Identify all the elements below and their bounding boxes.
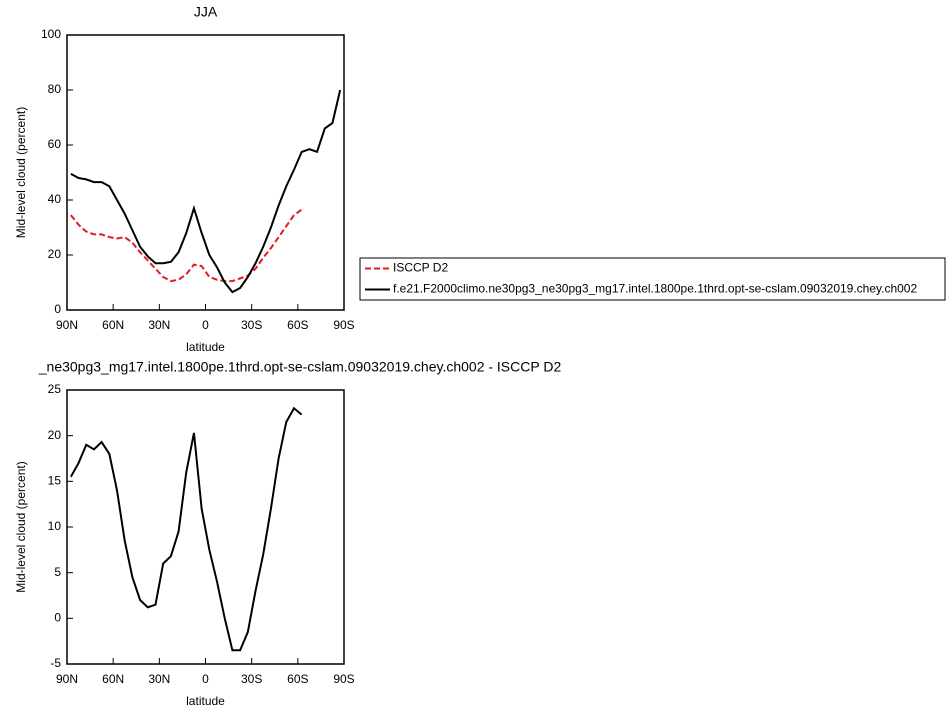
- plot-frame: [66, 389, 345, 665]
- y-axis-label: Mid-level cloud (percent): [14, 107, 28, 238]
- y-tick-label: 100: [41, 27, 61, 41]
- x-tick-label: 90S: [333, 318, 354, 332]
- x-tick-label: 60N: [102, 672, 124, 686]
- plot-frame: [66, 34, 345, 311]
- data-line: [70, 208, 303, 283]
- y-tick-label: 15: [48, 474, 62, 488]
- data-line: [70, 89, 342, 294]
- x-tick-label: 30S: [241, 672, 262, 686]
- y-tick-label: 25: [48, 382, 62, 396]
- y-tick-label: 60: [48, 137, 62, 151]
- x-tick-label: 60S: [287, 318, 308, 332]
- x-axis-label: latitude: [186, 340, 225, 354]
- y-tick-label: -5: [50, 656, 61, 670]
- x-tick-label: 30S: [241, 318, 262, 332]
- y-tick-label: 40: [48, 192, 62, 206]
- y-tick-label: 0: [54, 302, 61, 316]
- x-tick-label: 90N: [56, 672, 78, 686]
- x-axis-label: latitude: [186, 694, 225, 708]
- legend-box: [359, 257, 946, 301]
- legend-label: ISCCP D2: [393, 261, 448, 275]
- chart-title: JJA: [194, 4, 218, 20]
- x-tick-label: 30N: [148, 672, 170, 686]
- y-tick-label: 20: [48, 428, 62, 442]
- x-tick-label: 90S: [333, 672, 354, 686]
- y-tick-label: 0: [54, 611, 61, 625]
- x-tick-label: 0: [202, 672, 209, 686]
- data-line: [69, 406, 303, 652]
- y-tick-label: 20: [48, 247, 62, 261]
- y-axis-label: Mid-level cloud (percent): [14, 461, 28, 592]
- legend-label: f.e21.F2000climo.ne30pg3_ne30pg3_mg17.in…: [393, 282, 917, 296]
- x-tick-label: 60N: [102, 318, 124, 332]
- x-tick-label: 60S: [287, 672, 308, 686]
- x-tick-label: 90N: [56, 318, 78, 332]
- y-tick-label: 80: [48, 82, 62, 96]
- x-tick-label: 0: [202, 318, 209, 332]
- y-tick-label: 5: [54, 565, 61, 579]
- y-tick-label: 10: [48, 519, 62, 533]
- chart-title: _ne30pg3_mg17.intel.1800pe.1thrd.opt-se-…: [38, 359, 562, 375]
- x-tick-label: 30N: [148, 318, 170, 332]
